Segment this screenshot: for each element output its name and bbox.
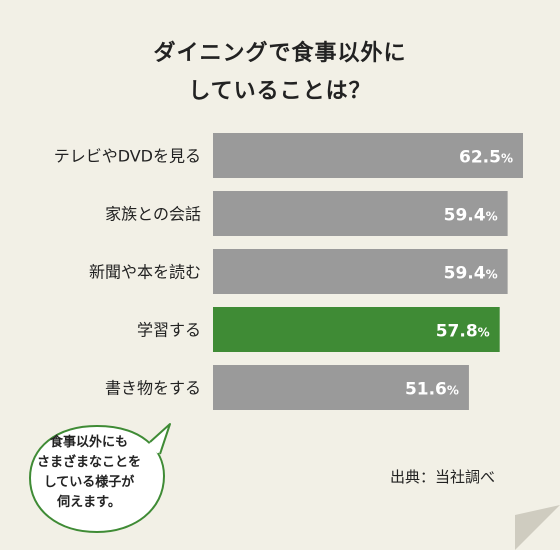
bubble-text: 食事以外にも さまざまなことを している様子が 伺えます。: [22, 433, 156, 513]
bubble-line-2: さまざまなことを: [36, 455, 141, 470]
speech-bubble: [28, 423, 171, 534]
category-label-1: テレビやDVDを見る: [54, 147, 201, 166]
title-line-1: ダイニングで食事以外に: [153, 41, 407, 66]
value-label-2: 59.4%: [444, 206, 498, 226]
page-fold-corner: [515, 505, 560, 550]
value-label-3: 59.4%: [444, 264, 498, 284]
bar-chart: テレビやDVDを見る 62.5% 家族との会話 59.4% 新聞や本を読む 59.4% 学習…: [54, 133, 523, 410]
bar-1: [213, 133, 523, 178]
value-label-1: 62.5%: [459, 148, 513, 168]
title-line-2: していることは？: [188, 79, 372, 104]
category-label-2: 家族との会話: [105, 205, 201, 224]
category-label-5: 書き物をする: [105, 379, 201, 398]
bubble-line-4: 伺えます。: [57, 495, 121, 510]
chart-title: ダイニングで食事以外に していることは？: [0, 35, 560, 111]
bar-3: [213, 249, 508, 294]
value-label-5: 51.6%: [405, 380, 459, 400]
bar-2: [213, 191, 508, 236]
source-note: 出典：当社調べ: [390, 468, 496, 486]
bar-5: [213, 365, 469, 410]
bubble-line-1: 食事以外にも: [49, 435, 128, 450]
bubble-tail-join: [147, 442, 161, 454]
value-label-4: 57.8%: [436, 322, 490, 342]
category-label-4: 学習する: [137, 321, 201, 340]
category-label-3: 新聞や本を読む: [89, 263, 201, 282]
bubble-line-3: している様子が: [43, 475, 135, 490]
bar-4: [213, 307, 500, 352]
